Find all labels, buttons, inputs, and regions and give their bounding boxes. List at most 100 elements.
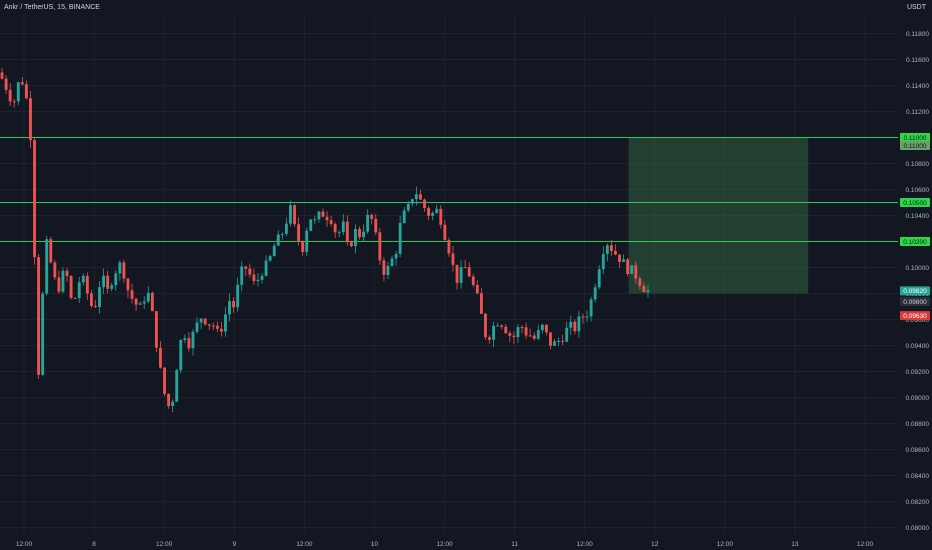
candle-body xyxy=(89,293,93,307)
candle-body xyxy=(634,265,638,279)
candle-body xyxy=(419,194,422,200)
candle-body xyxy=(443,224,447,240)
candle-body xyxy=(65,270,69,277)
x-tick-label: 12:00 xyxy=(717,541,734,548)
candle-body xyxy=(167,393,171,407)
candle-body xyxy=(459,267,463,283)
candle-body xyxy=(293,205,296,225)
candle-body xyxy=(488,337,491,340)
candle-body xyxy=(110,285,114,289)
candle-body xyxy=(321,211,325,217)
candle-body xyxy=(431,213,435,216)
candle-body xyxy=(301,241,305,252)
candle-body xyxy=(557,340,561,342)
candle-body xyxy=(175,370,179,402)
candle-body xyxy=(106,275,110,289)
price-tag-label: 0.11000 xyxy=(903,135,926,142)
candle-body xyxy=(504,326,508,334)
candle-body xyxy=(337,232,341,234)
candle-body xyxy=(305,230,309,252)
candle-body xyxy=(597,269,601,288)
x-tick-label: 12:00 xyxy=(16,541,33,548)
candle-body xyxy=(532,335,536,339)
y-tick-label: 0.11600 xyxy=(906,57,929,64)
candle-body xyxy=(329,220,333,225)
price-tag xyxy=(900,237,930,246)
x-tick-label: 12 xyxy=(651,541,659,548)
x-tick-label: 12:00 xyxy=(577,541,594,548)
price-tag-label: 0.09630 xyxy=(903,313,927,320)
candle-body xyxy=(406,203,410,211)
candle-body xyxy=(183,338,187,340)
candle-body xyxy=(536,330,540,339)
candle-body xyxy=(61,270,65,292)
candle-body xyxy=(398,223,402,254)
y-tick-label: 0.09600 xyxy=(906,317,930,324)
candle-body xyxy=(378,232,382,261)
candle-body xyxy=(390,258,394,266)
candle-body xyxy=(463,267,467,269)
candle-body xyxy=(77,282,81,299)
candle-body xyxy=(622,259,626,262)
candle-body xyxy=(496,325,500,327)
chart-title: Ankr / TetherUS, 15, BINANCE xyxy=(4,4,100,11)
candle-body xyxy=(386,265,390,275)
candle-body xyxy=(248,268,252,275)
candle-body xyxy=(211,325,215,327)
x-tick-label: 12:00 xyxy=(296,541,313,548)
candle-body xyxy=(224,314,227,332)
x-tick-label: 12:00 xyxy=(156,541,173,548)
y-tick-label: 0.09000 xyxy=(906,395,930,402)
candle-body xyxy=(179,339,183,371)
candle-body xyxy=(215,325,219,329)
candle-body xyxy=(544,324,548,333)
candle-body xyxy=(313,219,317,221)
candle-body xyxy=(272,245,276,257)
candle-body xyxy=(69,276,73,298)
candle-body xyxy=(195,322,199,332)
y-tick-label: 0.10400 xyxy=(906,213,930,220)
price-tag xyxy=(900,297,930,306)
candle-body xyxy=(73,297,77,299)
price-tag-label: 0.09800 xyxy=(903,299,927,306)
candle-body xyxy=(297,224,301,242)
candle-body xyxy=(159,347,162,368)
candle-body xyxy=(508,333,512,336)
y-tick-label: 0.10000 xyxy=(906,265,930,272)
candle-body xyxy=(362,231,366,238)
candle-body xyxy=(0,72,4,79)
candle-body xyxy=(146,292,150,302)
candle-body xyxy=(118,262,122,274)
candle-body xyxy=(435,208,439,214)
y-tick-label: 0.11200 xyxy=(906,109,929,116)
candle-body xyxy=(471,276,475,285)
candle-body xyxy=(24,84,28,99)
price-tag xyxy=(900,133,930,142)
candle-body xyxy=(439,208,443,225)
candle-body xyxy=(394,253,398,259)
candle-body xyxy=(540,324,544,331)
x-tick-label: 9 xyxy=(232,541,236,548)
candle-body xyxy=(479,293,483,314)
candle-body xyxy=(354,228,357,247)
candle-body xyxy=(276,234,280,246)
candle-body xyxy=(41,293,45,375)
candle-body xyxy=(102,275,106,288)
candle-body xyxy=(199,318,203,323)
candle-body xyxy=(366,214,370,232)
price-tag-label: 0.10200 xyxy=(903,239,927,246)
candle-body xyxy=(569,321,573,328)
candle-body xyxy=(646,290,650,293)
candle-body xyxy=(284,223,288,234)
candle-body xyxy=(358,228,361,238)
price-tag-label: 0.11000 xyxy=(903,143,926,150)
candle-body xyxy=(20,82,24,85)
candle-body xyxy=(191,331,195,349)
price-tag xyxy=(900,141,930,150)
candle-body xyxy=(150,292,154,312)
price-tag xyxy=(900,311,930,321)
y-tick-label: 0.08600 xyxy=(906,447,930,454)
candle-body xyxy=(427,208,431,216)
candle-body xyxy=(500,325,504,327)
